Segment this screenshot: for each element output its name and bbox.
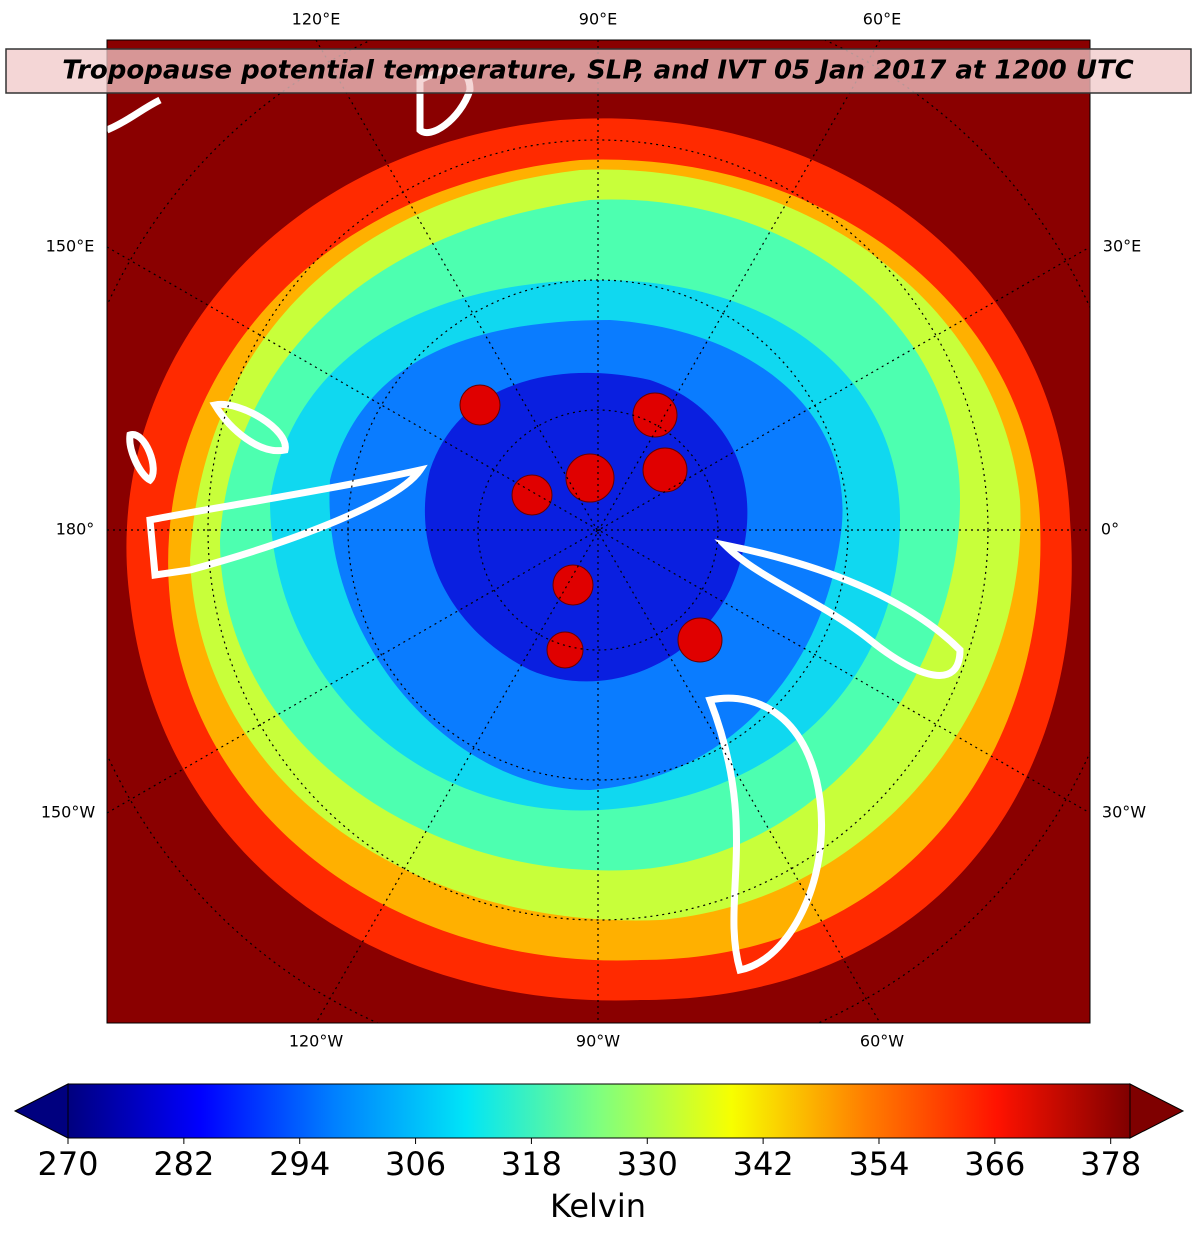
extend-low [13, 1083, 69, 1139]
colorbar-tick-label: 270 [37, 1145, 98, 1183]
colorbar: 270 282 294 306 318 330 342 354 366 378 Kelvin [13, 1083, 1185, 1225]
contour [714, 539, 964, 679]
center [632, 392, 678, 438]
contour [705, 694, 825, 975]
longitude-label: 150°E [46, 237, 95, 256]
title: Tropopause potential temperature, SLP, a… [62, 56, 1134, 86]
map-field [107, 40, 1090, 1023]
contour [107, 96, 162, 134]
center [677, 617, 723, 663]
colorbar-tick-label: 306 [385, 1145, 446, 1183]
longitude-label: 120°E [292, 10, 341, 29]
longitude-label: 60°E [863, 10, 901, 29]
longitude-label: 120°W [289, 1032, 344, 1051]
longitude-label: 90°E [579, 10, 617, 29]
center [565, 453, 615, 503]
colorbar-tick-label: 354 [848, 1145, 909, 1183]
cold-centers [459, 384, 723, 669]
longitude-label: 90°W [576, 1032, 620, 1051]
longitude-label: 0° [1101, 520, 1119, 539]
center [642, 447, 688, 493]
longitude-label: 180° [56, 520, 95, 539]
colorbar-tick-label: 330 [617, 1145, 678, 1183]
longitude-label: 30°W [1102, 803, 1146, 822]
title-box [5, 48, 1192, 94]
longitude-label: 60°W [860, 1032, 904, 1051]
colorbar-tick-label: 318 [501, 1145, 562, 1183]
colorbar-label: Kelvin [550, 1187, 646, 1225]
ivt-contours [107, 66, 964, 975]
colorbar-body [67, 1083, 1131, 1139]
lat-circle [207, 139, 989, 921]
lat-circle [477, 409, 719, 651]
colorbar-tick-label: 342 [733, 1145, 794, 1183]
extend-high [1129, 1083, 1185, 1139]
contour [126, 431, 157, 485]
center [511, 474, 553, 516]
map-frame [106, 39, 1091, 1024]
longitude-label: 30°E [1103, 237, 1141, 256]
longitude-label: 150°W [41, 803, 96, 822]
colorbar-tick-label: 378 [1080, 1145, 1141, 1183]
colorbar-tick-label: 282 [153, 1145, 214, 1183]
center [459, 384, 501, 426]
colorbar-tick-label: 366 [964, 1145, 1025, 1183]
colorbar-tick-label: 294 [269, 1145, 330, 1183]
contour [146, 464, 428, 579]
graticule [107, 40, 1090, 1023]
contour [209, 400, 289, 455]
longitude-labels: 120°E 90°E 60°E 120°W 90°W 60°W 150°E 180° 150°W… [41, 10, 1146, 1051]
center [552, 564, 594, 606]
center [546, 631, 584, 669]
